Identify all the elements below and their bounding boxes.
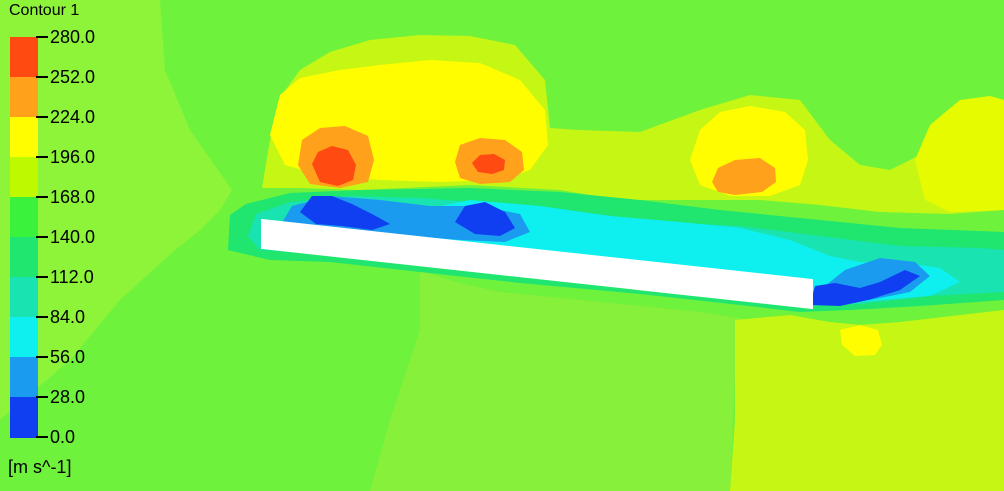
- field-region-darkblue-2: [455, 202, 515, 236]
- field-region-lower: [370, 270, 760, 491]
- field-region-darkblue-3: [810, 270, 920, 306]
- field-region-red-1: [312, 146, 356, 186]
- field-region-cyan: [400, 200, 960, 304]
- plate-body: [261, 218, 813, 310]
- field-region-lower-right: [730, 310, 1004, 491]
- field-region-darkblue-1: [300, 196, 390, 230]
- field-region-yellow-3: [840, 325, 882, 356]
- field-region-red-2: [472, 154, 505, 174]
- field-region-left: [0, 0, 232, 420]
- field-region-right-yellow: [915, 96, 1004, 212]
- field-region-orange-3: [712, 158, 776, 195]
